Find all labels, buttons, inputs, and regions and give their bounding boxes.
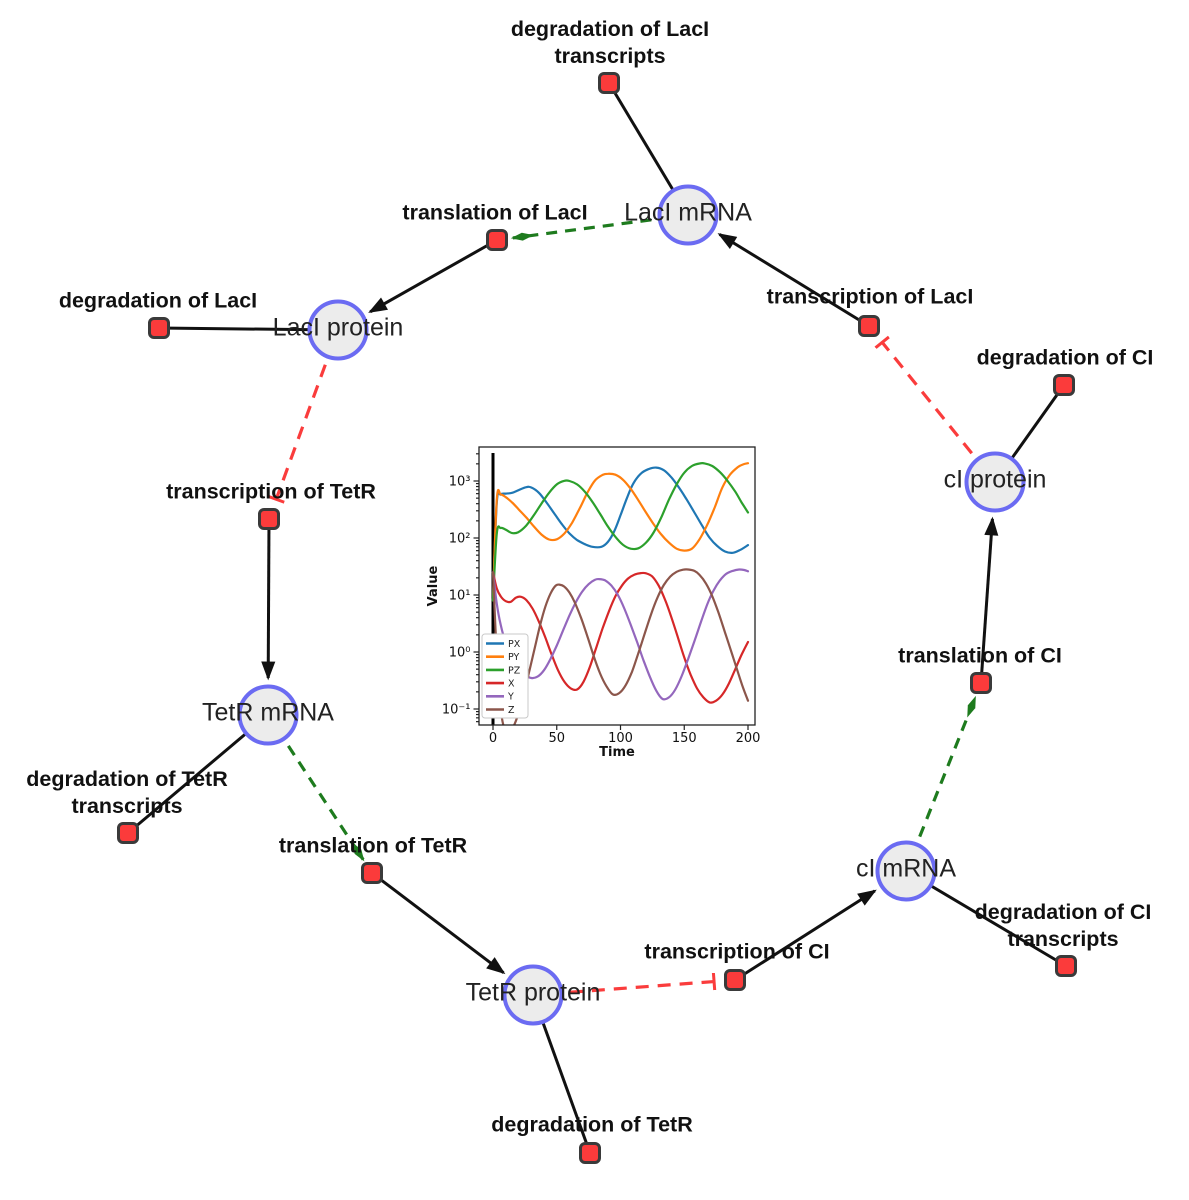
edge-ci-prot-to-tc-laci	[874, 335, 973, 455]
series-py	[491, 462, 750, 602]
reaction-label-transl-laci: translation of LacI	[402, 200, 587, 227]
x-tick-label: 150	[672, 731, 697, 746]
species-label-laci-prot: LacI protein	[272, 313, 404, 342]
reaction-label-line: transcription of TetR	[166, 479, 376, 504]
species-label-tetr-mrna: TetR mRNA	[202, 698, 334, 727]
reaction-label-deg-laci-tx: degradation of LacI transcripts	[511, 16, 709, 70]
species-node-laci-mrna[interactable]	[657, 184, 719, 246]
x-axis-label: Time	[599, 745, 635, 760]
edge-transl-laci-to-laci-prot	[368, 238, 498, 314]
legend-label-py: PY	[508, 652, 520, 663]
reaction-node-deg-laci-tx[interactable]	[598, 72, 620, 94]
series-z	[491, 568, 750, 725]
reaction-label-line: degradation of CI	[974, 900, 1152, 924]
reaction-node-tc-tetr[interactable]	[258, 508, 280, 530]
species-label-ci-prot: cI protein	[943, 465, 1047, 494]
legend-label-pz: PZ	[508, 665, 521, 676]
species-label-ci-mrna: cI mRNA	[856, 854, 956, 883]
y-tick-label: 10⁻¹	[442, 703, 471, 718]
reaction-label-line: transcription of CI	[644, 939, 830, 964]
legend-label-px: PX	[508, 639, 521, 650]
y-tick-label: 10⁰	[449, 646, 471, 661]
edge-laci-mrna-to-transl-laci	[510, 218, 652, 241]
reaction-label-line: transcripts	[554, 44, 666, 68]
species-node-ci-prot[interactable]	[964, 451, 1026, 513]
edge-laci-prot-to-tc-tetr	[267, 364, 327, 504]
reaction-node-transl-laci[interactable]	[486, 229, 508, 251]
edge-transl-tetr-to-tetr-prot	[371, 871, 506, 975]
legend-label-x: X	[508, 679, 515, 690]
reaction-node-tc-ci[interactable]	[724, 969, 746, 991]
reaction-label-line: translation of TetR	[278, 833, 468, 858]
inset-chart: 10⁻¹ 10⁰ 10¹ 10² 10³ 0 50 100 150 200 Time Value PX P…	[426, 446, 761, 760]
reaction-label-line: transcripts	[71, 794, 183, 818]
reaction-label-line: degradation of CI	[976, 345, 1154, 370]
x-tick-label: 100	[608, 731, 633, 746]
edge-tc-laci-to-laci-mrna	[717, 233, 870, 328]
reaction-node-deg-tetr-tx[interactable]	[117, 822, 139, 844]
reaction-label-deg-ci: degradation of CI	[977, 345, 1154, 372]
legend-label-z: Z	[508, 705, 515, 716]
reaction-label-deg-laci: degradation of LacI	[59, 288, 257, 315]
series-x	[491, 571, 750, 704]
reaction-label-tc-tetr: transcription of TetR	[166, 479, 376, 506]
species-node-laci-prot[interactable]	[307, 299, 369, 361]
y-tick-label: 10³	[449, 475, 471, 490]
legend-box	[481, 633, 529, 719]
x-tick-label: 200	[736, 731, 761, 746]
species-node-tetr-mrna[interactable]	[237, 684, 299, 746]
reaction-label-line: translation of LacI	[402, 200, 588, 225]
edge-tc-tetr-to-tetr-mrna	[261, 518, 276, 681]
edge-tc-ci-to-ci-mrna	[734, 889, 877, 982]
species-label-laci-mrna: LacI mRNA	[624, 198, 752, 227]
y-tick-label: 10¹	[449, 589, 471, 604]
reaction-label-line: degradation of LacI	[510, 17, 710, 41]
x-tick-label: 0	[489, 731, 497, 746]
species-label-tetr-prot: TetR protein	[465, 978, 601, 1007]
reaction-label-transl-tetr: translation of TetR	[279, 833, 467, 860]
reaction-node-deg-tetr[interactable]	[579, 1142, 601, 1164]
reaction-label-deg-ci-tx: degradation of CI transcripts	[975, 899, 1152, 953]
reaction-label-line: degradation of LacI	[58, 288, 258, 313]
species-node-tetr-prot[interactable]	[502, 964, 564, 1026]
edge-ci-mrna-to-transl-ci	[918, 695, 977, 838]
series-y	[491, 568, 750, 701]
y-tick-label: 10²	[449, 532, 471, 547]
reaction-label-line: transcripts	[1007, 927, 1119, 951]
reaction-label-deg-tetr-tx: degradation of TetR transcripts	[26, 766, 227, 820]
reaction-node-deg-laci[interactable]	[148, 317, 170, 339]
reaction-label-deg-tetr: degradation of TetR	[491, 1112, 692, 1139]
reaction-label-line: degradation of TetR	[26, 767, 228, 791]
series-px	[491, 466, 750, 602]
x-tick-label: 50	[548, 731, 565, 746]
reaction-label-line: translation of CI	[898, 643, 1062, 668]
reaction-node-deg-ci[interactable]	[1053, 374, 1075, 396]
edge-transl-ci-to-ci-prot	[979, 516, 999, 684]
reaction-label-tc-laci: transcription of LacI	[767, 284, 974, 311]
edge-tetr-prot-to-tc-ci	[569, 972, 717, 994]
reaction-node-tc-laci[interactable]	[858, 315, 880, 337]
reaction-label-line: transcription of LacI	[766, 284, 974, 309]
reaction-node-deg-ci-tx[interactable]	[1055, 955, 1077, 977]
y-axis-label: Value	[426, 565, 441, 606]
reaction-label-line: degradation of TetR	[491, 1112, 693, 1137]
series-pz	[491, 461, 750, 602]
reaction-node-transl-tetr[interactable]	[361, 862, 383, 884]
reaction-label-tc-ci: transcription of CI	[644, 939, 829, 966]
edge-ci-mrna-to-deg-ci-tx	[905, 869, 1067, 968]
species-node-ci-mrna[interactable]	[875, 840, 937, 902]
reaction-label-transl-ci: translation of CI	[898, 643, 1062, 670]
axes-box	[478, 446, 756, 726]
edge-tetr-mrna-to-transl-tetr	[287, 745, 365, 862]
reaction-node-transl-ci[interactable]	[970, 672, 992, 694]
legend-label-y: Y	[507, 692, 514, 703]
